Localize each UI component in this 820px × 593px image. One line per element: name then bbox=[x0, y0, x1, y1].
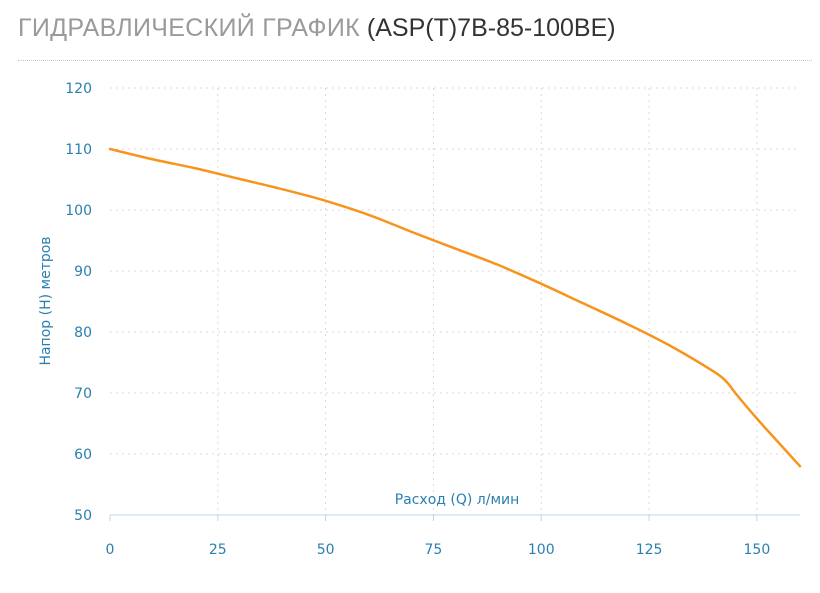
x-tick-label-150: 150 bbox=[744, 542, 771, 558]
x-axis-title: Расход (Q) л/мин bbox=[395, 492, 520, 508]
y-tick-label-80: 80 bbox=[74, 325, 92, 341]
y-tick-label-100: 100 bbox=[65, 203, 92, 219]
series-layer bbox=[108, 147, 802, 468]
y-tick-label-120: 120 bbox=[65, 81, 92, 97]
y-tick-label-70: 70 bbox=[74, 386, 92, 402]
title-divider bbox=[18, 60, 812, 61]
chart-title-main: ГИДРАВЛИЧЕСКИЙ ГРАФИК bbox=[18, 14, 360, 42]
x-tick-label-0: 0 bbox=[106, 542, 115, 558]
axes: 50 60 70 80 90 100 110 120 0 25 50 75 100 125 150 bbox=[65, 81, 800, 558]
y-tick-label-50: 50 bbox=[74, 508, 92, 524]
y-tick-label-110: 110 bbox=[65, 142, 92, 158]
x-tick-label-100: 100 bbox=[528, 542, 555, 558]
x-tick-label-50: 50 bbox=[317, 542, 335, 558]
chart-title-model: (ASP(T)7B-85-100BE) bbox=[366, 14, 616, 42]
y-axis-title: Напор (H) метров bbox=[38, 236, 54, 365]
y-tick-label-90: 90 bbox=[74, 264, 92, 280]
y-tick-label-60: 60 bbox=[74, 447, 92, 463]
series-line-0 bbox=[108, 147, 802, 468]
x-tick-label-125: 125 bbox=[636, 542, 663, 558]
chart-title: ГИДРАВЛИЧЕСКИЙ ГРАФИК (ASP(T)7B-85-100BE… bbox=[18, 14, 616, 43]
x-tick-label-25: 25 bbox=[209, 542, 227, 558]
x-tick-label-75: 75 bbox=[425, 542, 443, 558]
grid bbox=[110, 87, 800, 515]
